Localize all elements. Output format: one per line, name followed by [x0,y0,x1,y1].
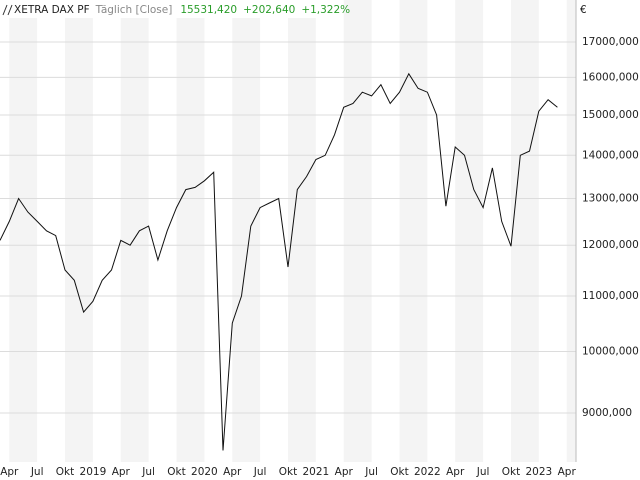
header-bg [0,0,330,18]
x-tick-label: Apr [0,466,19,478]
x-band [455,0,484,462]
x-tick-label: Apr [223,466,242,478]
x-band [566,0,576,462]
y-tick-label: 17000,000 [582,36,639,48]
y-tick-label: 11000,000 [582,290,639,302]
x-band [176,0,205,462]
x-tick-label: Apr [335,466,354,478]
change-pct: +1,322% [301,4,350,16]
x-tick-label: Jul [253,466,267,478]
x-tick-label: Apr [112,466,131,478]
x-tick-label: 2023 [525,466,552,478]
y-tick-label: 15000,000 [582,109,639,121]
x-tick-label: Jul [141,466,155,478]
grid [0,41,576,414]
x-band [9,0,38,462]
chart-subtitle: Täglich [Close] [95,4,173,16]
x-tick-label: Jul [30,466,44,478]
y-tick-label: 9000,000 [582,407,632,419]
logo [2,4,13,16]
x-tick-label: 2021 [303,466,330,478]
chart-title: XETRA DAX PF [14,4,90,16]
x-tick-label: Okt [279,466,297,478]
x-tick-label: Apr [558,466,577,478]
x-tick-label: Apr [446,466,465,478]
y-tick-label: 10000,000 [582,346,639,358]
x-band [65,0,93,462]
x-tick-label: Jul [476,466,490,478]
y-tick-label: 14000,000 [582,149,639,161]
x-band [120,0,149,462]
price-line [0,72,558,451]
y-tick-label: 13000,000 [582,193,639,205]
plot [0,72,558,451]
x-tick-label: 2020 [191,466,218,478]
y-tick-label: 12000,000 [582,239,639,251]
x-tick-label: Okt [390,466,408,478]
x-band [510,0,539,462]
y-tick-label: 16000,000 [582,71,639,83]
x-tick-label: Okt [56,466,74,478]
x-tick-label: Jul [364,466,378,478]
x-band [232,0,261,462]
x-tick-label: Okt [502,466,520,478]
x-tick-label: 2022 [414,466,441,478]
x-tick-label: Okt [167,466,185,478]
x-band [343,0,372,462]
change: +202,640 [243,4,295,16]
y-unit: € [580,4,587,16]
x-tick-label: 2019 [80,466,107,478]
x-band [399,0,428,462]
background [9,0,576,462]
last-price: 15531,420 [180,4,237,16]
